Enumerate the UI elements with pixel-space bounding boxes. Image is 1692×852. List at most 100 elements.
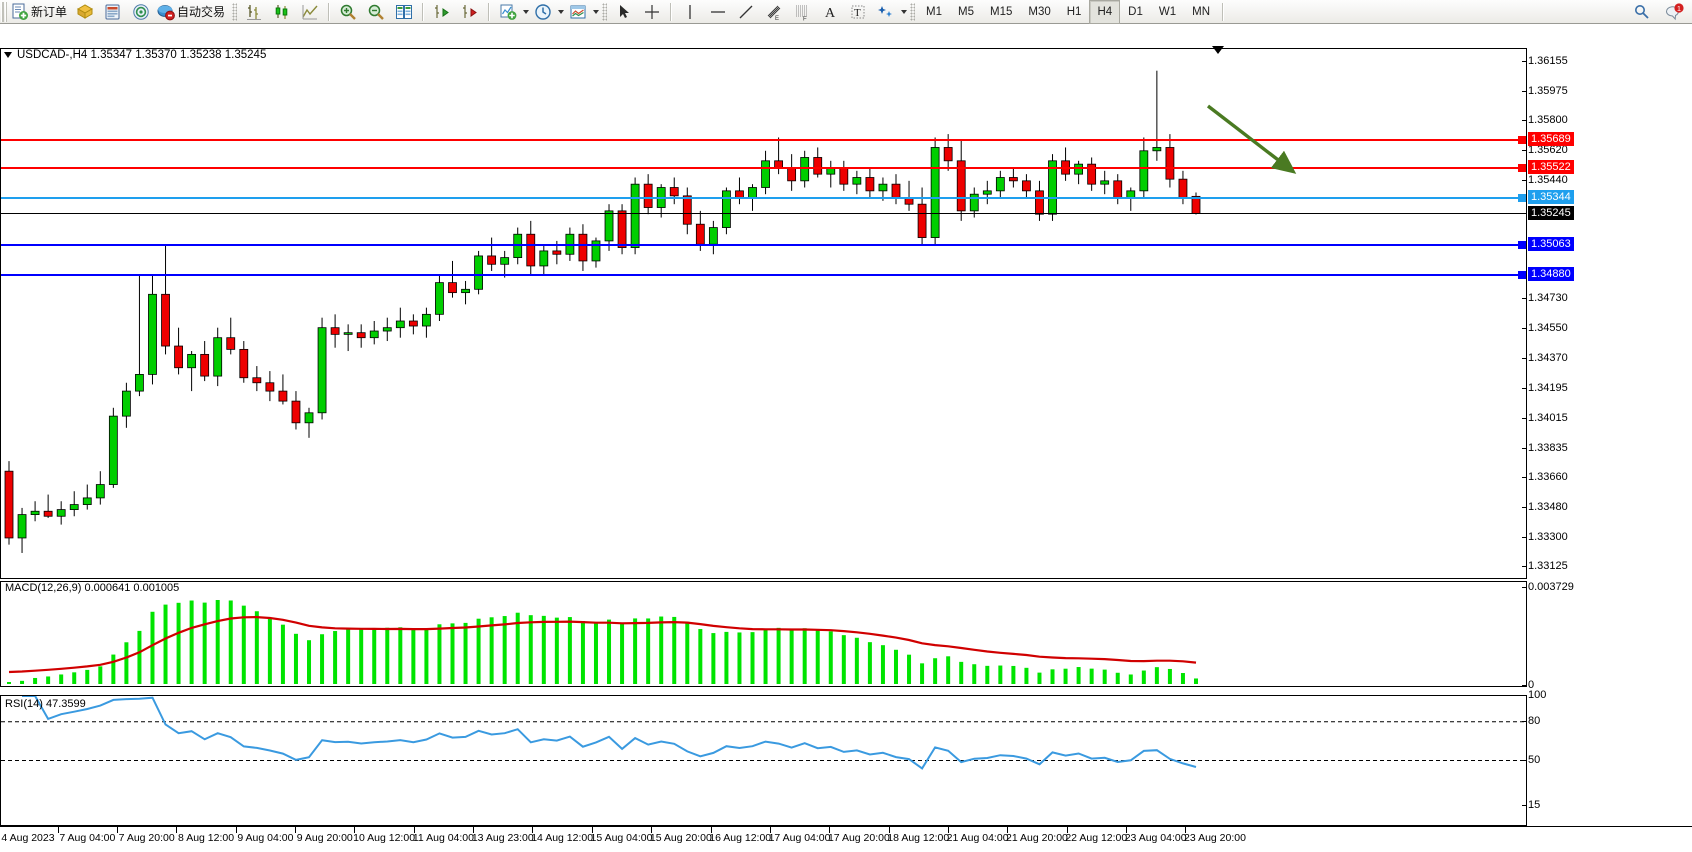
bar-chart-button[interactable] (240, 0, 268, 24)
time-tick-separator (651, 827, 653, 833)
vertical-line-button[interactable] (676, 0, 704, 24)
book-button[interactable] (71, 0, 99, 24)
price-tick: 1.35440 (1522, 173, 1568, 186)
shapes-icon (878, 5, 893, 17)
timeframe-mn[interactable]: MN (1192, 5, 1210, 18)
price-line-1.35522[interactable] (1, 167, 1526, 170)
auto-trading-button[interactable]: 自动交易 (155, 0, 229, 24)
indicators-button[interactable] (494, 0, 522, 24)
new-order-button[interactable]: 新订单 (9, 0, 71, 24)
bar-chart-icon (247, 4, 262, 20)
time-tick-separator (769, 827, 771, 833)
price-line-1.35344[interactable] (1, 196, 1526, 199)
fibonacci-button[interactable]: F (788, 0, 816, 24)
price-line-1.35063[interactable] (1, 243, 1526, 246)
timeframe-h4[interactable]: H4 (1089, 0, 1121, 24)
equidistant-channel-button[interactable]: E (760, 0, 788, 24)
navigator-button[interactable] (127, 0, 155, 24)
price-line-handle[interactable] (1518, 240, 1526, 249)
macd-tick: 0.003729 (1522, 581, 1574, 593)
cursor-icon (620, 4, 630, 18)
timeframe-w1[interactable]: W1 (1158, 5, 1177, 18)
price-line-handle[interactable] (1518, 271, 1526, 280)
rsi-pane[interactable] (0, 695, 1527, 826)
price-line-handle[interactable] (1518, 164, 1526, 173)
timeframe-m30[interactable]: M30 (1028, 5, 1051, 18)
zoom-out-button[interactable] (362, 0, 390, 24)
macd-label: MACD(12,26,9) 0.000641 0.001005 (5, 582, 180, 594)
price-line-1.35689[interactable] (1, 139, 1526, 142)
period-icon (535, 3, 551, 20)
time-tick: 21 Aug 04:00 (946, 832, 1009, 844)
crosshair-button[interactable] (638, 0, 666, 24)
auto-scroll-button[interactable] (456, 0, 484, 24)
shapes-dropdown-caret[interactable] (901, 9, 908, 14)
horizontal-lines-layer[interactable] (0, 24, 1527, 827)
terminal-button[interactable] (99, 0, 127, 24)
price-line-1.34880[interactable] (1, 274, 1526, 277)
time-scale[interactable]: 4 Aug 2023 7 Aug 04:00 7 Aug 20:00 8 Aug 12… (0, 826, 1692, 852)
time-tick-separator (235, 827, 237, 833)
time-tick: 13 Aug 23:00 (471, 832, 534, 844)
period-button[interactable] (529, 0, 557, 24)
macd-tick: 0 (1521, 679, 1535, 691)
price-tick: 1.34730 (1522, 292, 1568, 305)
trendline-button[interactable] (732, 0, 760, 24)
toolbar-grip-3[interactable] (602, 2, 608, 21)
symbol-info-bar[interactable]: USDCAD-,H4 1.35347 1.35370 1.35238 1.352… (4, 49, 266, 61)
time-tick: 11 Aug 04:00 (412, 832, 474, 844)
search-button[interactable] (1628, 0, 1656, 24)
cursor-button[interactable] (610, 0, 638, 24)
label-button[interactable]: T (844, 0, 872, 24)
candlestick-chart-button[interactable] (268, 0, 296, 24)
toolbar-grip-2[interactable] (232, 2, 238, 21)
macd-pane[interactable] (0, 581, 1527, 687)
time-tick-separator (1125, 827, 1127, 833)
time-tick-separator (354, 827, 356, 833)
toolbar-grip-4[interactable] (910, 2, 916, 21)
text-button[interactable]: A (816, 0, 844, 24)
time-tick-separator (176, 827, 178, 833)
zoom-in-button[interactable] (334, 0, 362, 24)
chart-collapse-triangle-icon[interactable] (4, 52, 12, 58)
time-tick: 18 Aug 12:00 (887, 832, 950, 844)
rsi-plot (1, 696, 1526, 770)
price-line-handle[interactable] (1518, 136, 1526, 145)
chart-scroll-handle[interactable] (1212, 46, 1224, 54)
time-tick: 9 Aug 04:00 (237, 832, 294, 844)
templates-button[interactable] (564, 0, 592, 24)
tile-windows-button[interactable] (390, 0, 418, 24)
line-chart-button[interactable] (296, 0, 324, 24)
shapes-button[interactable] (872, 0, 900, 24)
price-label-last-price: 1.35245 (1528, 206, 1574, 221)
time-tick: 7 Aug 04:00 (59, 832, 116, 844)
timeframe-m1[interactable]: M1 (926, 5, 943, 18)
indicators-dropdown-caret[interactable] (523, 9, 530, 14)
chart-area[interactable]: USDCAD-,H4 1.35347 1.35370 1.35238 1.352… (0, 24, 1692, 852)
shift-end-button[interactable] (428, 0, 456, 24)
time-tick-separator (1185, 827, 1187, 833)
rsi-label: RSI(14) 47.3599 (5, 698, 86, 710)
price-line-1.35245[interactable] (1, 213, 1526, 215)
svg-text:E: E (775, 16, 779, 21)
timeframe-m15[interactable]: M15 (990, 5, 1013, 18)
timeframe-h1[interactable]: H1 (1066, 5, 1082, 18)
price-pane[interactable] (0, 48, 1527, 579)
price-tick: 1.34550 (1522, 322, 1568, 335)
timeframe-m5[interactable]: M5 (958, 5, 974, 18)
price-line-handle[interactable] (1518, 193, 1526, 202)
symbol-ohlc-label: USDCAD-,H4 1.35347 1.35370 1.35238 1.352… (17, 49, 267, 61)
zoom-out-icon (368, 4, 384, 20)
templates-dropdown-caret[interactable] (593, 9, 600, 14)
notifications-button[interactable]: 1 (1660, 0, 1688, 24)
down-arrow-annotation[interactable] (1190, 94, 1320, 184)
timeframe-d1[interactable]: D1 (1128, 5, 1143, 18)
shift-end-icon (435, 4, 449, 18)
time-tick: 15 Aug 04:00 (590, 832, 653, 844)
toolbar-grip[interactable] (1, 1, 7, 22)
auto-trading-label: 自动交易 (177, 5, 226, 19)
horizontal-line-button[interactable] (704, 0, 732, 24)
time-tick-separator (413, 827, 415, 833)
period-dropdown-caret[interactable] (558, 9, 565, 14)
tile-windows-icon (396, 4, 413, 19)
